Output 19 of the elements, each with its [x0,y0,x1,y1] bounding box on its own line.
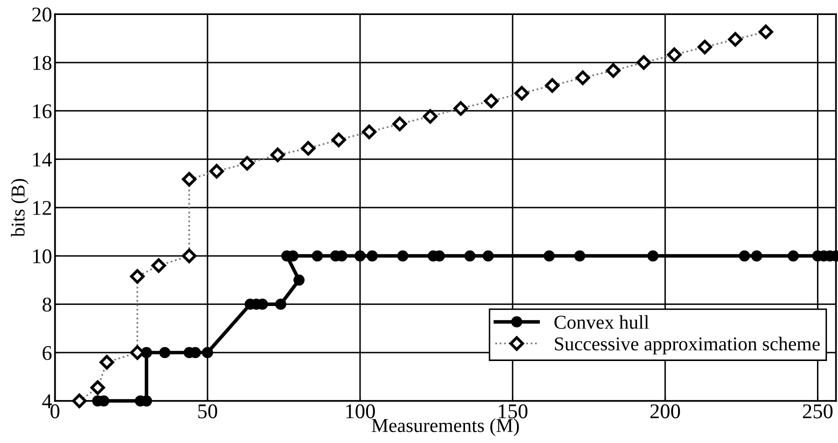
x-tick-label: 200 [650,404,680,418]
x-tick-label: 150 [498,404,528,418]
y-tick-label: 12 [33,200,52,215]
x-tick-label: 50 [198,404,218,418]
y-tick-label: 4 [42,394,52,408]
y-tick-label: 10 [33,249,52,264]
y-tick-label: 6 [42,346,52,360]
y-tick-label: 16 [33,104,52,118]
y-axis-title: bits (B) [10,178,29,237]
legend-label: Convex hull [554,315,649,329]
legend-label: Successive approximation scheme [554,336,820,354]
x-tick-label: 0 [50,404,60,418]
x-tick-label: 100 [346,404,375,418]
y-tick-label: 14 [33,152,52,166]
y-tick-label: 20 [32,8,52,22]
x-axis-title: Measurements (M) [372,418,519,436]
x-tick-label: 250 [802,404,833,418]
y-tick-label: 18 [33,56,52,70]
y-tick-label: 8 [42,298,52,312]
